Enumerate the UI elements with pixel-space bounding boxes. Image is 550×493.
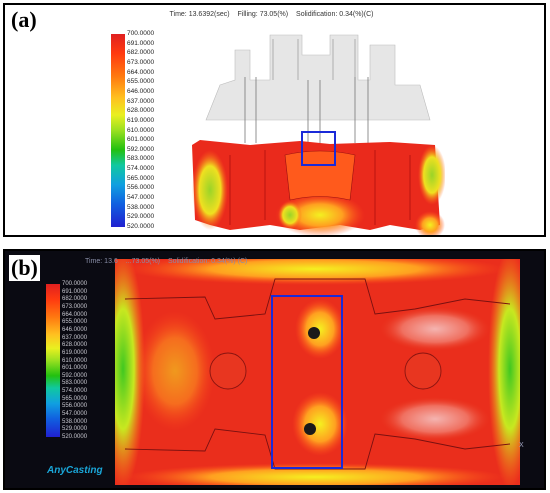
legend-tick: 565.0000 <box>62 395 88 402</box>
status-bar-b: Time: 13.6 ...73.05(%) Solidification: 0… <box>85 258 253 265</box>
legend-tick: 610.0000 <box>127 126 155 134</box>
legend-tick: 619.0000 <box>62 349 88 356</box>
legend-tick: 592.0000 <box>127 145 155 153</box>
casting-simulation-view-b <box>115 259 520 485</box>
legend-tick: 520.0000 <box>62 434 88 440</box>
legend-tick: 682.0000 <box>62 296 88 303</box>
legend-tick: 574.0000 <box>62 388 88 395</box>
temperature-legend-b: 700.0000 691.0000 682.0000 673.0000 664.0000… <box>46 281 96 440</box>
legend-tick: 700.0000 <box>127 30 155 37</box>
legend-tick: 619.0000 <box>127 116 155 124</box>
legend-tick: 529.0000 <box>62 426 88 433</box>
highlight-box-b <box>271 295 343 469</box>
panel-b: (b) Time: 13.6 ...73.05(%) Solidificatio… <box>3 249 546 490</box>
legend-tick: 655.0000 <box>62 319 88 326</box>
legend-tick: 538.0000 <box>62 418 88 425</box>
legend-tick: 574.0000 <box>127 165 155 173</box>
panel-a: (a) Time: 13.6392(sec) Filling: 73.05(%)… <box>3 3 546 237</box>
legend-tick: 673.0000 <box>62 303 88 310</box>
status-time: Time: 13.6392(sec) <box>169 11 230 18</box>
color-scale-bar <box>46 284 60 437</box>
legend-tick: 637.0000 <box>127 97 155 105</box>
legend-tick: 547.0000 <box>127 194 155 202</box>
legend-tick: 655.0000 <box>127 78 155 86</box>
legend-tick: 538.0000 <box>127 203 155 211</box>
legend-tick: 673.0000 <box>127 58 155 66</box>
legend-tick: 583.0000 <box>127 155 155 163</box>
legend-tick: 610.0000 <box>62 357 88 364</box>
legend-tick: 565.0000 <box>127 174 155 182</box>
legend-tick: 520.0000 <box>127 223 155 230</box>
legend-tick: 592.0000 <box>62 372 88 379</box>
temperature-legend-a: 700.0000 691.0000 682.0000 673.0000 664.0000… <box>111 30 161 230</box>
legend-tick: 547.0000 <box>62 411 88 418</box>
highlight-box-a <box>301 131 336 166</box>
legend-tick: 646.0000 <box>127 87 155 95</box>
legend-tick: 682.0000 <box>127 49 155 57</box>
legend-tick: 691.0000 <box>127 39 155 47</box>
status-solidification: Solidification: 0.34(%) (C) <box>167 258 248 265</box>
status-bar-a: Time: 13.6392(sec) Filling: 73.05(%) Sol… <box>5 11 544 18</box>
legend-tick: 583.0000 <box>62 380 88 387</box>
legend-tick: 601.0000 <box>62 365 88 372</box>
legend-tick: 556.0000 <box>127 184 155 192</box>
legend-tick: 601.0000 <box>127 136 155 144</box>
legend-tick: 556.0000 <box>62 403 88 410</box>
axis-indicator-x: X <box>519 442 524 449</box>
panel-a-label: (a) <box>11 7 37 32</box>
legend-tick: 529.0000 <box>127 213 155 221</box>
legend-tick: 628.0000 <box>62 342 88 349</box>
legend-tick: 637.0000 <box>62 334 88 341</box>
color-scale-bar <box>111 34 125 227</box>
legend-tick: 664.0000 <box>127 68 155 76</box>
status-time: Time: 13.6 <box>85 258 118 265</box>
legend-tick: 691.0000 <box>62 288 88 295</box>
status-filling: Filling: 73.05(%) <box>237 11 289 18</box>
panel-b-label: (b) <box>9 255 40 281</box>
status-filling: ...73.05(%) <box>125 258 161 265</box>
legend-tick: 628.0000 <box>127 107 155 115</box>
legend-tick: 664.0000 <box>62 311 88 318</box>
casting-simulation-view-a <box>192 34 445 235</box>
legend-tick: 700.0000 <box>62 281 88 287</box>
legend-tick: 646.0000 <box>62 326 88 333</box>
status-solidification: Solidification: 0.34(%)(C) <box>296 11 374 18</box>
anycasting-logo: AnyCasting <box>47 465 103 476</box>
